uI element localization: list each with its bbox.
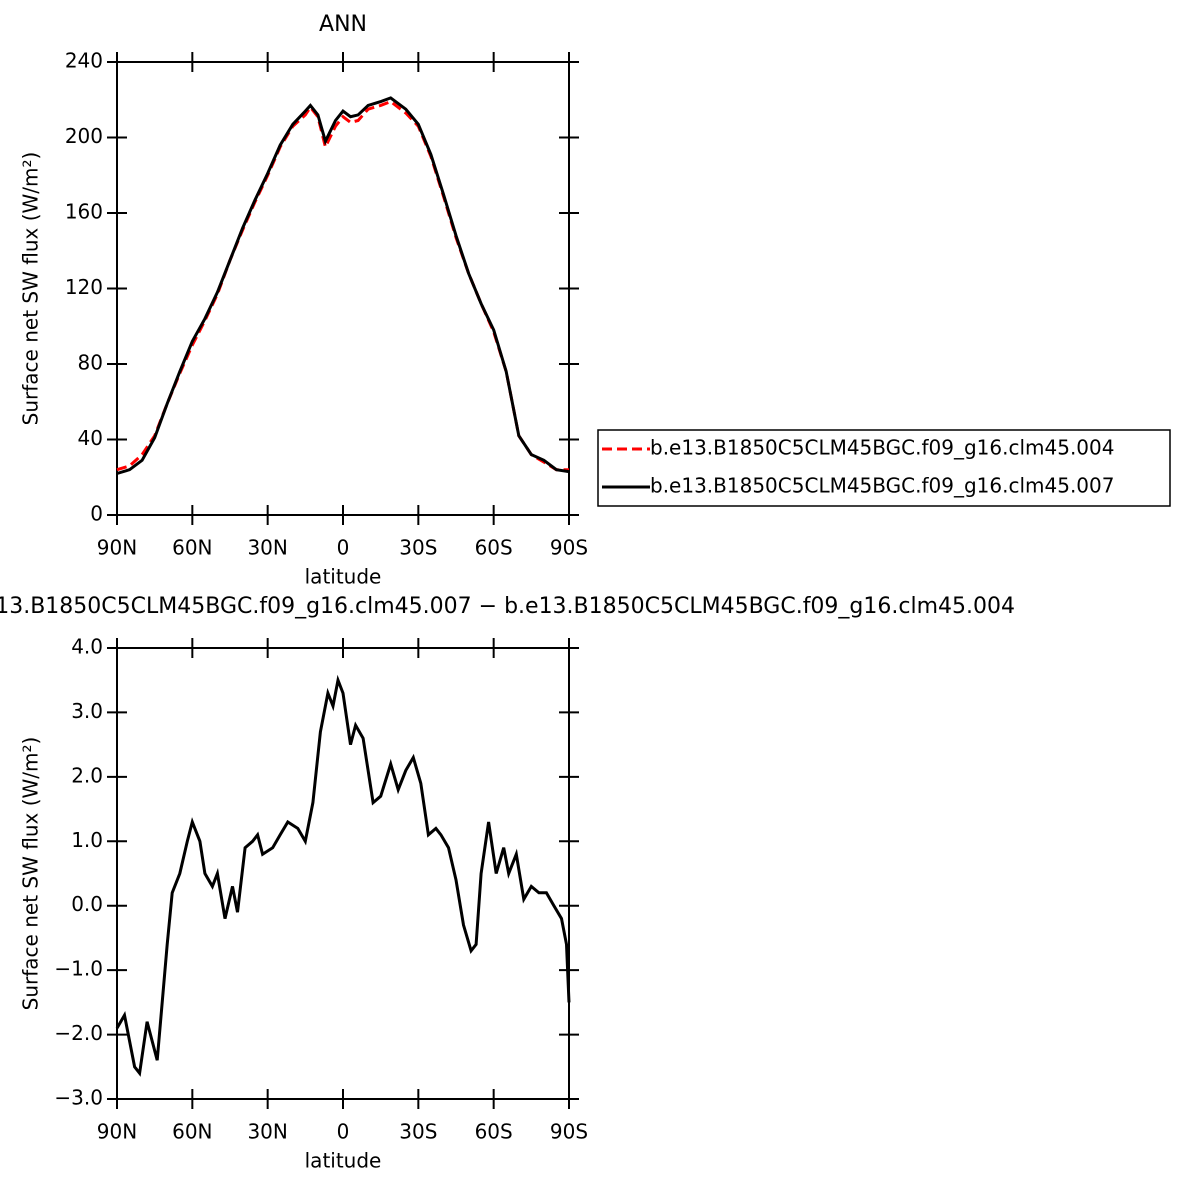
y-tick-label: 40: [78, 426, 103, 450]
y-tick-label: −1.0: [54, 957, 103, 981]
x-tick-label: 90S: [550, 1120, 588, 1144]
plot-frame: [116, 61, 570, 516]
y-axis-label: Surface net SW flux (W/m²): [19, 152, 43, 426]
data-line: [115, 674, 571, 1077]
x-tick-label: 90N: [97, 1120, 137, 1144]
y-tick-label: 240: [65, 49, 103, 73]
x-tick-label: 30S: [399, 536, 437, 560]
x-tick-label: 30S: [399, 1120, 437, 1144]
legend-label: b.e13.B1850C5CLM45BGC.f09_g16.clm45.004: [650, 436, 1114, 460]
y-axis-label: Surface net SW flux (W/m²): [19, 737, 43, 1011]
x-tick-label: 0: [337, 1120, 350, 1144]
y-tick-label: 120: [65, 275, 103, 299]
y-tick-label: 160: [65, 200, 103, 224]
chart-title: b.e13.B1850C5CLM45BGC.f09_g16.clm45.007 …: [0, 594, 1015, 619]
x-tick-label: 60S: [475, 1120, 513, 1144]
data-line: [116, 96, 570, 475]
legend-box: [597, 429, 1171, 507]
y-tick-label: 1.0: [71, 828, 103, 852]
data-line: [116, 99, 569, 472]
legend-label: b.e13.B1850C5CLM45BGC.f09_g16.clm45.007: [650, 474, 1114, 498]
y-tick-label: 3.0: [71, 699, 103, 723]
x-tick-label: 0: [337, 536, 350, 560]
plot-frame: [116, 647, 570, 1100]
y-tick-label: 0: [90, 502, 103, 526]
x-tick-label: 90N: [97, 536, 137, 560]
x-axis-label: latitude: [305, 1149, 382, 1173]
x-tick-label: 90S: [550, 536, 588, 560]
x-axis-label: latitude: [305, 565, 382, 589]
x-tick-label: 60S: [475, 536, 513, 560]
chart-title: ANN: [319, 12, 367, 37]
x-tick-label: 60N: [172, 536, 212, 560]
x-tick-label: 30N: [247, 536, 287, 560]
y-tick-label: 4.0: [71, 635, 103, 659]
y-tick-label: 200: [65, 124, 103, 148]
y-tick-label: 0.0: [71, 892, 103, 916]
x-tick-label: 30N: [247, 1120, 287, 1144]
y-tick-label: 2.0: [71, 763, 103, 787]
x-tick-label: 60N: [172, 1120, 212, 1144]
y-tick-label: −3.0: [54, 1086, 103, 1110]
y-tick-label: −2.0: [54, 1021, 103, 1045]
y-tick-label: 80: [78, 351, 103, 375]
